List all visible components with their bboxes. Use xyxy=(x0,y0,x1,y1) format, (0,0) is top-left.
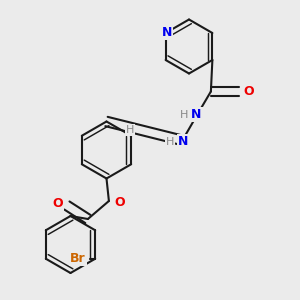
Text: H: H xyxy=(180,110,188,120)
Text: H: H xyxy=(166,137,175,147)
Text: N: N xyxy=(178,135,188,148)
Text: N: N xyxy=(191,108,202,121)
Text: H: H xyxy=(126,125,134,135)
Text: O: O xyxy=(114,196,125,209)
Text: N: N xyxy=(162,26,172,39)
Text: O: O xyxy=(243,85,254,98)
Text: Br: Br xyxy=(70,252,86,265)
Text: O: O xyxy=(52,196,63,210)
